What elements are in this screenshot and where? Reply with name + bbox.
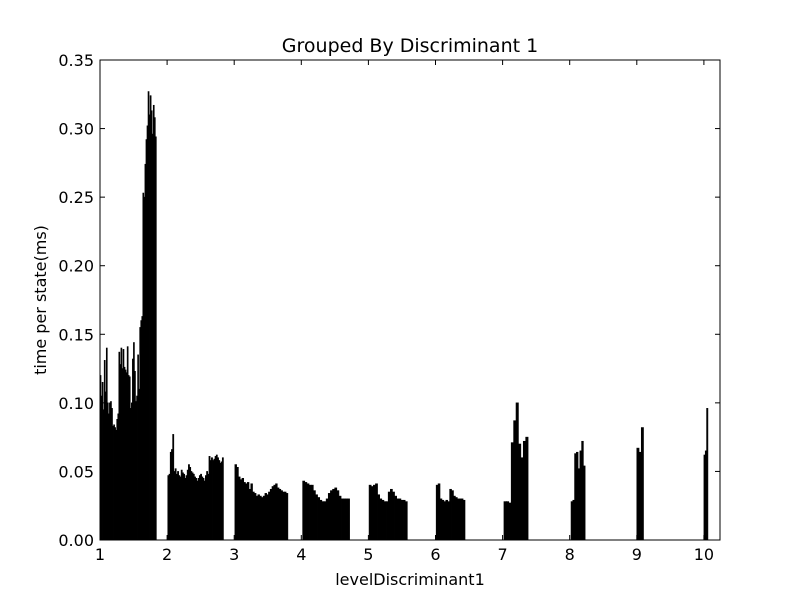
bar xyxy=(520,457,524,541)
bar xyxy=(310,484,314,541)
bar xyxy=(379,498,383,541)
bar xyxy=(392,491,395,541)
x-tick-label: 6 xyxy=(430,545,440,564)
bar xyxy=(394,495,397,541)
bar xyxy=(302,480,306,541)
bar xyxy=(342,498,346,541)
bar xyxy=(340,498,344,541)
bar xyxy=(381,499,385,541)
bar xyxy=(383,501,387,541)
bar xyxy=(368,484,372,541)
bar xyxy=(317,497,321,541)
y-tick-label: 0.00 xyxy=(58,531,94,550)
bar-group-level-8 xyxy=(570,440,586,541)
y-tick-label: 0.05 xyxy=(58,462,94,481)
bar xyxy=(513,420,517,541)
x-tick-label: 9 xyxy=(632,545,642,564)
x-tick-label: 4 xyxy=(296,545,306,564)
bar xyxy=(334,487,338,541)
bar-group-level-7 xyxy=(503,402,529,541)
bar xyxy=(508,502,512,541)
bar xyxy=(402,499,406,541)
bar xyxy=(636,447,640,541)
bar xyxy=(338,495,342,541)
x-axis: 1 2 3 4 5 6 7 8 9 10 xyxy=(95,60,714,564)
bar xyxy=(506,501,510,541)
bar xyxy=(706,408,709,541)
chart-title: Grouped By Discriminant 1 xyxy=(282,35,538,57)
bar xyxy=(315,494,318,541)
bar xyxy=(155,136,157,541)
y-axis-title: time per state(ms) xyxy=(31,225,50,375)
bar xyxy=(390,488,393,541)
bar xyxy=(396,498,400,541)
bar xyxy=(304,482,308,541)
bar xyxy=(221,457,224,541)
x-tick-label: 5 xyxy=(363,545,373,564)
plot-frame xyxy=(99,59,721,541)
bar xyxy=(400,499,404,541)
y-tick-label: 0.25 xyxy=(58,188,94,207)
bar xyxy=(375,483,378,541)
bar xyxy=(515,402,519,541)
bar xyxy=(306,483,310,541)
bar xyxy=(522,440,526,541)
x-axis-title: levelDiscriminant1 xyxy=(335,570,485,589)
bar xyxy=(347,498,350,541)
y-tick-label: 0.10 xyxy=(58,394,94,413)
bar xyxy=(370,486,374,541)
x-tick-label: 8 xyxy=(565,545,575,564)
bar xyxy=(327,493,331,541)
bar xyxy=(387,491,391,541)
x-tick-label: 10 xyxy=(694,545,714,564)
bar xyxy=(510,442,514,541)
bar xyxy=(321,501,325,541)
y-tick-label: 0.20 xyxy=(58,257,94,276)
bar xyxy=(638,451,642,541)
bar xyxy=(398,498,402,541)
bar xyxy=(336,490,340,541)
bar xyxy=(285,493,289,541)
bar xyxy=(345,498,348,541)
y-tick-label: 0.30 xyxy=(58,120,94,139)
bar xyxy=(313,490,316,541)
y-axis: 0.00 0.05 0.10 0.15 0.20 0.25 0.30 0.35 xyxy=(58,51,720,550)
x-tick-label: 7 xyxy=(498,545,508,564)
x-tick-label: 2 xyxy=(162,545,172,564)
bar xyxy=(330,490,333,541)
x-tick-label: 1 xyxy=(95,545,105,564)
bar xyxy=(323,501,327,541)
bar xyxy=(640,427,644,541)
bar xyxy=(518,443,522,541)
bar xyxy=(332,488,335,541)
bar xyxy=(385,501,389,541)
bar xyxy=(308,484,312,541)
x-tick-label: 3 xyxy=(229,545,239,564)
bar xyxy=(404,501,408,541)
bar xyxy=(377,494,380,541)
bar xyxy=(373,484,376,541)
bar xyxy=(462,499,466,541)
y-tick-label: 0.15 xyxy=(58,325,94,344)
y-tick-label: 0.35 xyxy=(58,51,94,70)
bar xyxy=(583,465,586,541)
bar xyxy=(525,436,529,541)
bar xyxy=(325,498,329,541)
bar xyxy=(503,501,507,541)
bar xyxy=(319,499,323,541)
